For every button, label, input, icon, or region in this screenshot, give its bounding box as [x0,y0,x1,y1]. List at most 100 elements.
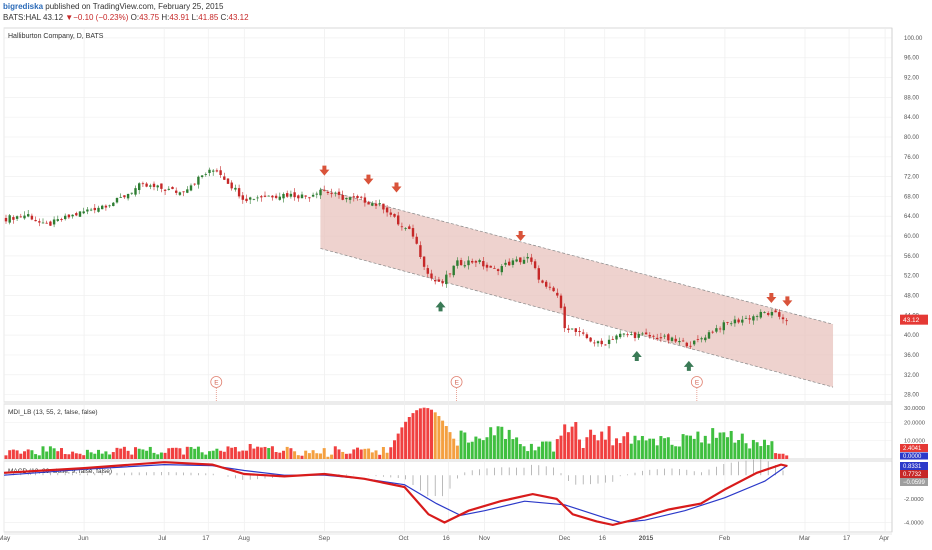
candle [467,260,470,266]
macd-value-badge [900,478,928,486]
mdi-zero-label: 0.0000 [903,454,922,460]
candle [274,195,278,198]
mdi-bar [352,449,356,459]
candle [445,274,448,285]
macd-tick-label: -4.0000 [904,521,924,527]
candle [289,193,293,197]
mdi-bar [226,446,230,459]
candle [27,214,30,217]
candle [93,207,96,211]
candle [293,192,296,198]
price-tick-label: 92.00 [904,76,920,82]
candle [404,228,407,229]
candle [659,337,663,339]
last-price: 43.12 [43,13,64,22]
mdi-bar [596,440,600,459]
candle [45,222,48,224]
mdi-bar [696,431,700,459]
author-name[interactable]: bigrediska [3,2,44,11]
mdi-bar [744,443,748,459]
candle [426,268,429,274]
high-value: 43.91 [169,13,190,22]
mdi-bar [245,450,248,459]
mdi-bar [19,453,23,459]
mdi-bar [237,451,241,459]
sell-signal-arrow-icon [391,182,402,193]
mdi-bar [359,449,363,459]
candle [737,319,740,323]
mdi-bar [45,451,49,459]
candle [707,332,711,339]
candle [748,318,751,320]
mdi-bar [330,454,334,459]
candle [123,195,126,198]
mdi-bar [370,452,374,459]
mdi-bar [389,447,393,459]
mdi-bar [674,446,678,459]
mdi-bar [418,408,422,459]
mdi-bar [137,448,141,459]
candle [182,191,185,193]
candle [556,292,559,296]
candle [718,328,722,330]
mdi-bar [411,413,415,459]
mdi-bar [555,439,559,459]
candle [559,295,563,308]
candle [622,333,626,335]
candle [696,339,700,340]
candle [138,183,141,191]
candle [171,186,174,190]
mdi-bar [256,446,260,459]
mdi-bar [714,437,718,459]
mdi-bar [367,448,371,459]
candle [263,195,267,197]
mdi-bar [415,410,419,459]
price-tick-label: 72.00 [904,175,920,181]
mdi-bar [344,453,348,459]
candle [607,339,611,344]
mdi-bar [607,426,611,459]
mdi-bar [60,448,63,459]
candle [648,335,651,337]
sell-signal-arrow-icon [782,296,793,307]
candle [700,338,703,340]
mdi-bar [30,450,34,459]
mdi-bar [400,427,404,459]
mdi-bar [548,441,552,459]
mdi-bar [592,434,596,459]
mdi-bar [341,451,345,459]
mdi-bar [300,455,304,459]
time-tick-label: 16 [443,535,451,542]
candle [730,323,733,325]
candle [297,195,300,199]
candle [393,213,396,217]
candle [363,197,367,203]
candle [397,215,400,225]
mdi-bar [448,432,452,459]
candle [75,213,78,216]
mdi-bar [393,440,396,459]
candle [271,195,274,198]
candle [348,197,352,200]
candle [223,176,226,180]
mdi-bar [97,449,100,459]
mdi-bar [248,443,252,459]
mdi-bar [85,449,89,459]
mdi-bar [685,435,689,459]
candle [633,332,637,338]
time-tick-label: Mar [799,535,811,542]
mdi-bar [467,442,470,459]
candle [567,328,570,330]
candle [326,191,330,193]
candle [459,260,463,266]
candle [674,338,677,342]
candle [767,313,770,315]
mdi-bar [326,456,330,459]
candle [38,221,41,223]
candle [722,322,725,331]
mdi-bar [159,452,163,459]
candle [626,334,629,336]
mdi-bar [615,438,618,459]
mdi-bar [733,442,737,459]
